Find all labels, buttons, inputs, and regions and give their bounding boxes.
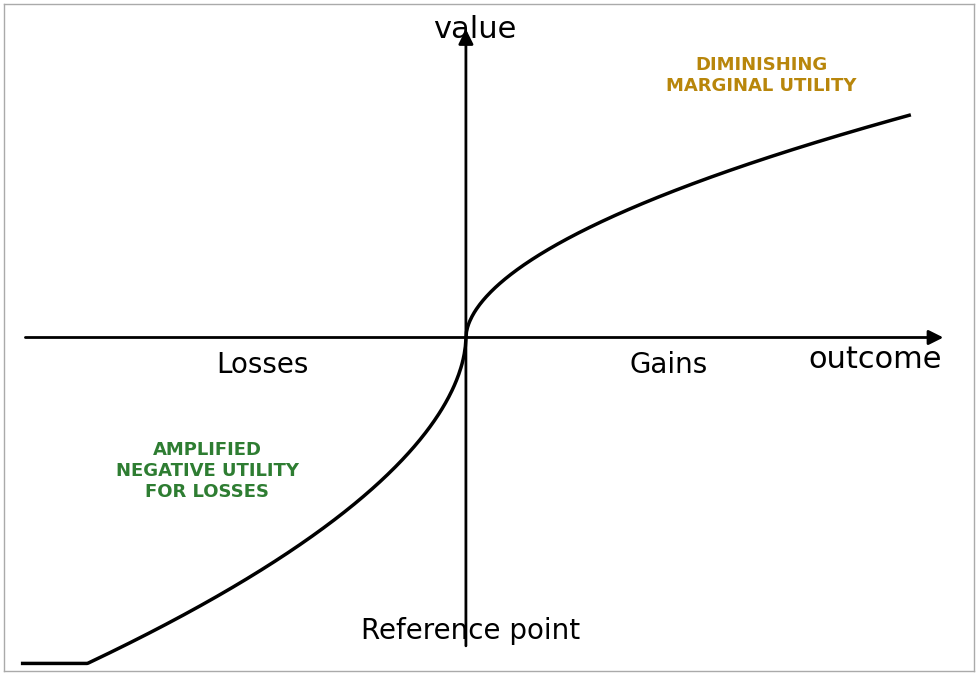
Text: AMPLIFIED
NEGATIVE UTILITY
FOR LOSSES: AMPLIFIED NEGATIVE UTILITY FOR LOSSES [115, 441, 299, 501]
Text: Gains: Gains [629, 351, 707, 379]
Text: outcome: outcome [807, 345, 941, 374]
Text: Losses: Losses [216, 351, 309, 379]
Text: Reference point: Reference point [361, 617, 579, 645]
Text: value: value [433, 16, 516, 45]
Text: DIMINISHING
MARGINAL UTILITY: DIMINISHING MARGINAL UTILITY [665, 56, 856, 95]
